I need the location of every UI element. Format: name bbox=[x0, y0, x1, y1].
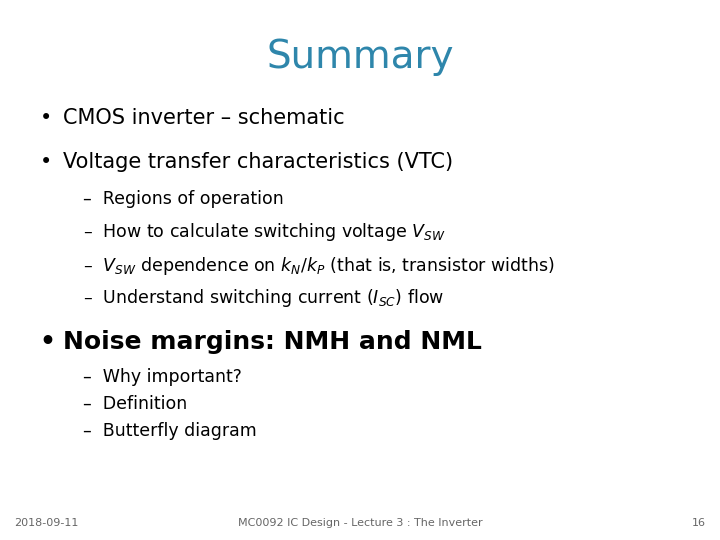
Text: –  Understand switching current ($I_{SC}$) flow: – Understand switching current ($I_{SC}$… bbox=[83, 287, 444, 309]
Text: –  How to calculate switching voltage $V_{SW}$: – How to calculate switching voltage $V_… bbox=[83, 221, 445, 244]
Text: •: • bbox=[40, 330, 55, 354]
Text: –  Why important?: – Why important? bbox=[83, 368, 242, 386]
Text: 2018-09-11: 2018-09-11 bbox=[14, 518, 78, 528]
Text: –  Definition: – Definition bbox=[83, 395, 187, 413]
Text: MC0092 IC Design - Lecture 3 : The Inverter: MC0092 IC Design - Lecture 3 : The Inver… bbox=[238, 518, 482, 528]
Text: 16: 16 bbox=[692, 518, 706, 528]
Text: –  Regions of operation: – Regions of operation bbox=[83, 190, 284, 208]
Text: •: • bbox=[40, 108, 52, 128]
Text: –  $V_{SW}$ dependence on $k_N$/$k_P$ (that is, transistor widths): – $V_{SW}$ dependence on $k_N$/$k_P$ (th… bbox=[83, 255, 554, 277]
Text: CMOS inverter – schematic: CMOS inverter – schematic bbox=[63, 108, 344, 128]
Text: Voltage transfer characteristics (VTC): Voltage transfer characteristics (VTC) bbox=[63, 152, 453, 172]
Text: Summary: Summary bbox=[266, 38, 454, 76]
Text: Noise margins: NMH and NML: Noise margins: NMH and NML bbox=[63, 330, 482, 354]
Text: –  Butterfly diagram: – Butterfly diagram bbox=[83, 422, 256, 440]
Text: •: • bbox=[40, 152, 52, 172]
